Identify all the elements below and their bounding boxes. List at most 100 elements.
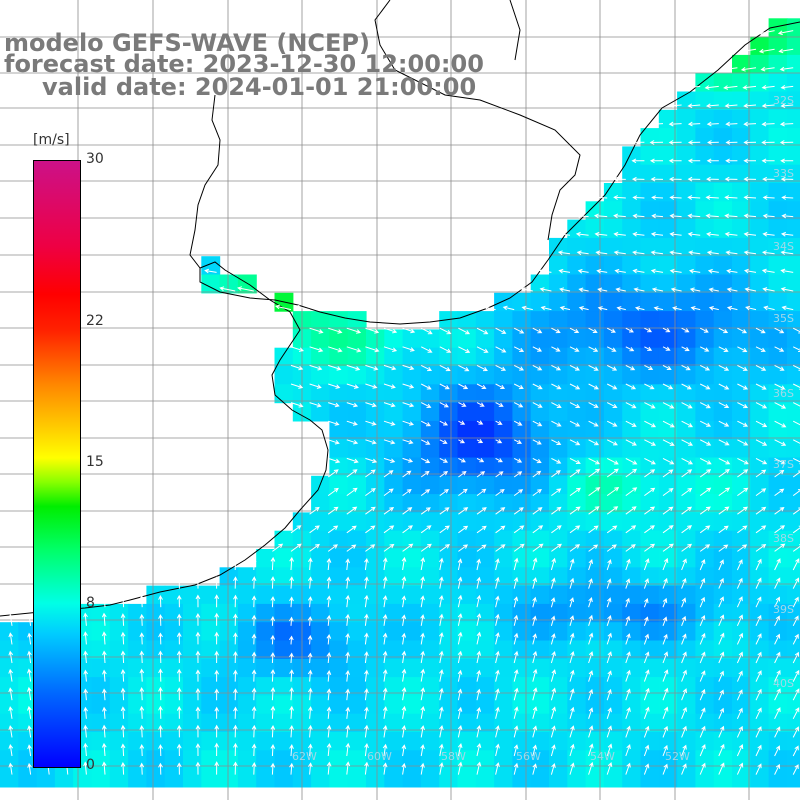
speed-cell (512, 475, 532, 495)
speed-cell (146, 622, 166, 642)
speed-cell (732, 73, 751, 93)
wind-arrow (625, 506, 637, 515)
speed-cell (420, 494, 440, 513)
speed-cell (677, 311, 696, 330)
speed-cell (713, 347, 733, 367)
speed-cell (786, 274, 800, 294)
wind-arrow (513, 346, 525, 352)
speed-cell (201, 695, 221, 715)
wind-arrow (270, 634, 276, 645)
wind-arrow (532, 763, 537, 775)
wind-arrow (569, 632, 575, 645)
speed-cell (603, 420, 623, 440)
speed-cell (420, 329, 440, 349)
wind-arrow (723, 85, 738, 90)
speed-cell (732, 732, 751, 751)
speed-cell (0, 768, 19, 788)
wind-arrow (309, 364, 323, 371)
wind-arrow (195, 650, 201, 664)
wind-arrow (588, 506, 600, 515)
wind-arrow (737, 364, 748, 371)
wind-arrow (737, 420, 749, 427)
wind-arrow (569, 402, 581, 408)
speed-cell (768, 494, 788, 513)
speed-cell (311, 384, 330, 404)
wind-arrow (774, 383, 786, 390)
speed-cell (402, 457, 422, 477)
speed-cell (603, 201, 623, 221)
wind-arrow (606, 457, 619, 465)
wind-arrow (457, 594, 463, 608)
wind-arrow (780, 176, 794, 182)
wind-arrow (736, 762, 744, 775)
wind-arrow (328, 327, 343, 334)
wind-arrow (158, 744, 163, 757)
wind-arrow (588, 578, 593, 589)
wind-arrow (233, 651, 238, 664)
wind-arrow (774, 469, 785, 478)
wind-arrow (195, 724, 201, 738)
speed-cell (494, 475, 513, 495)
wind-arrow (551, 364, 562, 371)
speed-cell (402, 768, 422, 788)
wind-arrow (402, 439, 414, 445)
wind-arrow (755, 763, 762, 775)
speed-cell (457, 585, 477, 605)
wind-arrow (606, 364, 618, 371)
speed-cell (237, 622, 257, 642)
wind-arrow (588, 468, 601, 478)
speed-cell (695, 274, 715, 294)
wind-arrow (439, 457, 449, 463)
speed-cell (622, 512, 642, 532)
wind-arrow (762, 287, 775, 292)
speed-cell (402, 475, 422, 495)
wind-arrow (458, 525, 469, 534)
wind-arrow (513, 543, 525, 552)
speed-cell (768, 732, 788, 751)
wind-arrow (792, 457, 800, 465)
speed-cell (530, 622, 550, 642)
wind-arrow (289, 576, 294, 589)
wind-arrow (644, 506, 656, 515)
speed-cell (347, 457, 367, 477)
speed-cell (274, 366, 294, 385)
speed-cell (274, 732, 294, 751)
wind-arrow (383, 402, 396, 408)
wind-arrow (439, 594, 444, 608)
wind-arrow (625, 578, 631, 589)
wind-arrow (718, 468, 730, 478)
speed-cell (567, 549, 587, 568)
wind-arrow (8, 650, 14, 664)
wind-arrow (532, 402, 543, 408)
wind-arrow (345, 613, 351, 626)
speed-cell (695, 567, 715, 587)
wind-arrow (458, 439, 466, 444)
wind-arrow (382, 632, 388, 645)
wind-arrow (575, 231, 589, 237)
wind-arrow (120, 706, 126, 719)
wind-arrow (458, 327, 471, 335)
speed-cell (567, 219, 587, 239)
wind-arrow (588, 743, 594, 757)
speed-cell (420, 768, 440, 788)
wind-arrow (662, 744, 668, 757)
wind-arrow (420, 762, 425, 775)
speed-cell (640, 585, 660, 605)
speed-cell (677, 549, 696, 568)
speed-cell (768, 713, 788, 733)
wind-arrow (476, 613, 482, 626)
speed-cell (750, 713, 770, 733)
wind-arrow (346, 506, 358, 515)
speed-cell (732, 567, 751, 587)
speed-cell (640, 329, 660, 349)
speed-cell (567, 420, 587, 440)
speed-cell (439, 603, 459, 623)
wind-arrow (551, 488, 562, 497)
wind-arrow (476, 631, 482, 645)
wind-arrow (439, 346, 452, 353)
wind-arrow (307, 596, 313, 608)
speed-cell (402, 713, 422, 733)
speed-cell (366, 420, 385, 440)
wind-arrow (755, 439, 768, 446)
speed-cell (457, 329, 477, 349)
